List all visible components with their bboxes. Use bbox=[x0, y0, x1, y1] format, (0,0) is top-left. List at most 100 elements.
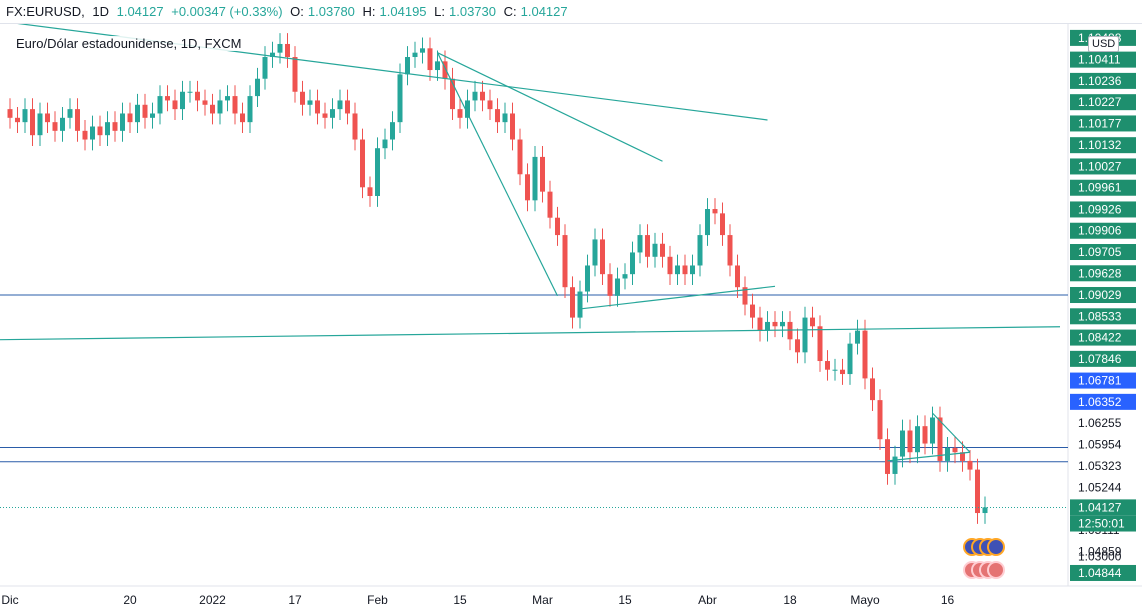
time-tick-label: 15 bbox=[618, 593, 632, 607]
currency-button[interactable]: USD bbox=[1088, 36, 1120, 52]
candle-body bbox=[240, 113, 245, 123]
time-tick-label: 20 bbox=[123, 593, 137, 607]
candle-body bbox=[915, 426, 920, 453]
candle-body bbox=[97, 126, 103, 136]
candle-body bbox=[870, 378, 875, 401]
chart-title: Euro/Dólar estadounidense, 1D, FXCM bbox=[14, 36, 244, 51]
price-tick-label: 1.10411 bbox=[1078, 53, 1121, 67]
candle-body bbox=[832, 369, 838, 371]
legend-bar: FX:EURUSD, 1D 1.04127 +0.00347 (+0.33%) … bbox=[0, 0, 1142, 24]
candle-body bbox=[855, 330, 860, 344]
candle-body bbox=[457, 109, 463, 118]
candle-body bbox=[112, 122, 118, 131]
interval-label[interactable]: 1D bbox=[92, 4, 109, 19]
price-tick-label: 1.08533 bbox=[1078, 309, 1122, 323]
candle-body bbox=[217, 100, 223, 114]
price-tick-label: 1.09628 bbox=[1078, 266, 1122, 280]
candle-body bbox=[585, 265, 590, 292]
candle-body bbox=[195, 91, 200, 101]
candle-body bbox=[367, 187, 373, 196]
time-tick-label: Dic bbox=[1, 593, 18, 607]
candle-body bbox=[690, 265, 695, 275]
candle-body bbox=[907, 430, 913, 453]
candle-body bbox=[742, 287, 748, 305]
price-tag-bg bbox=[1070, 222, 1136, 239]
candle-body bbox=[540, 156, 545, 192]
price-tag-bg bbox=[1070, 265, 1136, 282]
price-tick-label: 1.10027 bbox=[1078, 159, 1122, 173]
candle-body bbox=[247, 96, 253, 123]
price-tick-label: 1.10236 bbox=[1078, 74, 1122, 88]
candle-body bbox=[495, 109, 500, 123]
candle-body bbox=[802, 317, 808, 353]
time-tick-label: Feb bbox=[367, 593, 388, 607]
candle-body bbox=[757, 317, 763, 331]
price-tick-label: 1.10132 bbox=[1078, 138, 1122, 152]
candle-body bbox=[525, 174, 530, 201]
candle-body bbox=[75, 109, 80, 131]
price-tick-label: 1.10227 bbox=[1078, 95, 1122, 109]
open-label: O: bbox=[290, 4, 304, 19]
price-tick-label: 1.04859 bbox=[1078, 545, 1122, 559]
candle-body bbox=[135, 104, 140, 123]
candle-body bbox=[787, 321, 793, 340]
candle-body bbox=[315, 100, 320, 114]
candle-body bbox=[847, 343, 853, 375]
candle-body bbox=[270, 52, 275, 58]
candle-body bbox=[667, 256, 673, 275]
candle-body bbox=[435, 61, 440, 71]
candle-body bbox=[645, 235, 650, 257]
candle-body bbox=[37, 113, 43, 136]
candle-body bbox=[607, 274, 613, 296]
symbol-label[interactable]: FX:EURUSD, bbox=[6, 4, 85, 19]
candle-body bbox=[82, 130, 88, 140]
candle-body bbox=[465, 100, 470, 118]
price-tag-bg bbox=[1070, 179, 1136, 196]
candle-body bbox=[30, 109, 35, 136]
high-value: 1.04195 bbox=[379, 4, 427, 19]
candle-body bbox=[810, 317, 815, 327]
price-tick-label: 1.06255 bbox=[1078, 416, 1122, 430]
eu-event-flag-icon bbox=[987, 538, 1005, 556]
price-tag-bg bbox=[1070, 51, 1136, 68]
candle-body bbox=[570, 287, 575, 318]
candle-body bbox=[765, 321, 770, 331]
candle-body bbox=[555, 217, 560, 236]
candle-body bbox=[255, 78, 260, 97]
candle-body bbox=[772, 321, 778, 327]
price-chart[interactable]: 1.104881.104111.102361.102271.101771.101… bbox=[0, 24, 1142, 614]
candle-body bbox=[885, 439, 890, 474]
time-tick-label: Mar bbox=[532, 593, 553, 607]
price-tick-label: 1.09961 bbox=[1078, 181, 1122, 195]
price-tick-label: 1.08422 bbox=[1078, 331, 1122, 345]
price-tag-bg bbox=[1070, 72, 1136, 89]
candle-body bbox=[45, 113, 50, 123]
price-tag-bg bbox=[1070, 372, 1136, 389]
candle-body bbox=[52, 122, 58, 131]
candle-body bbox=[952, 447, 958, 453]
price-tag-bg bbox=[1070, 308, 1136, 325]
candle-body bbox=[840, 369, 845, 375]
candle-body bbox=[982, 507, 988, 514]
candle-body bbox=[862, 330, 868, 379]
candle-body bbox=[442, 61, 448, 79]
time-tick-label: 17 bbox=[288, 593, 302, 607]
candle-body bbox=[390, 122, 395, 140]
candle-body bbox=[615, 278, 620, 296]
candle-body bbox=[577, 291, 583, 318]
candle-body bbox=[637, 235, 643, 253]
trendline bbox=[932, 412, 971, 453]
countdown-bg bbox=[1070, 515, 1136, 532]
price-tick-label: 1.05244 bbox=[1078, 480, 1122, 494]
price-tag-bg bbox=[1070, 158, 1136, 175]
candle-body bbox=[682, 265, 688, 275]
price-tag-bg bbox=[1070, 350, 1136, 367]
candle-body bbox=[300, 91, 305, 105]
price-tick-label: 1.06781 bbox=[1078, 374, 1122, 388]
candle-body bbox=[510, 113, 515, 140]
candle-body bbox=[892, 456, 898, 474]
candle-body bbox=[375, 148, 380, 196]
candle-body bbox=[735, 265, 740, 288]
candle-body bbox=[285, 43, 290, 58]
trendline bbox=[0, 326, 1061, 341]
